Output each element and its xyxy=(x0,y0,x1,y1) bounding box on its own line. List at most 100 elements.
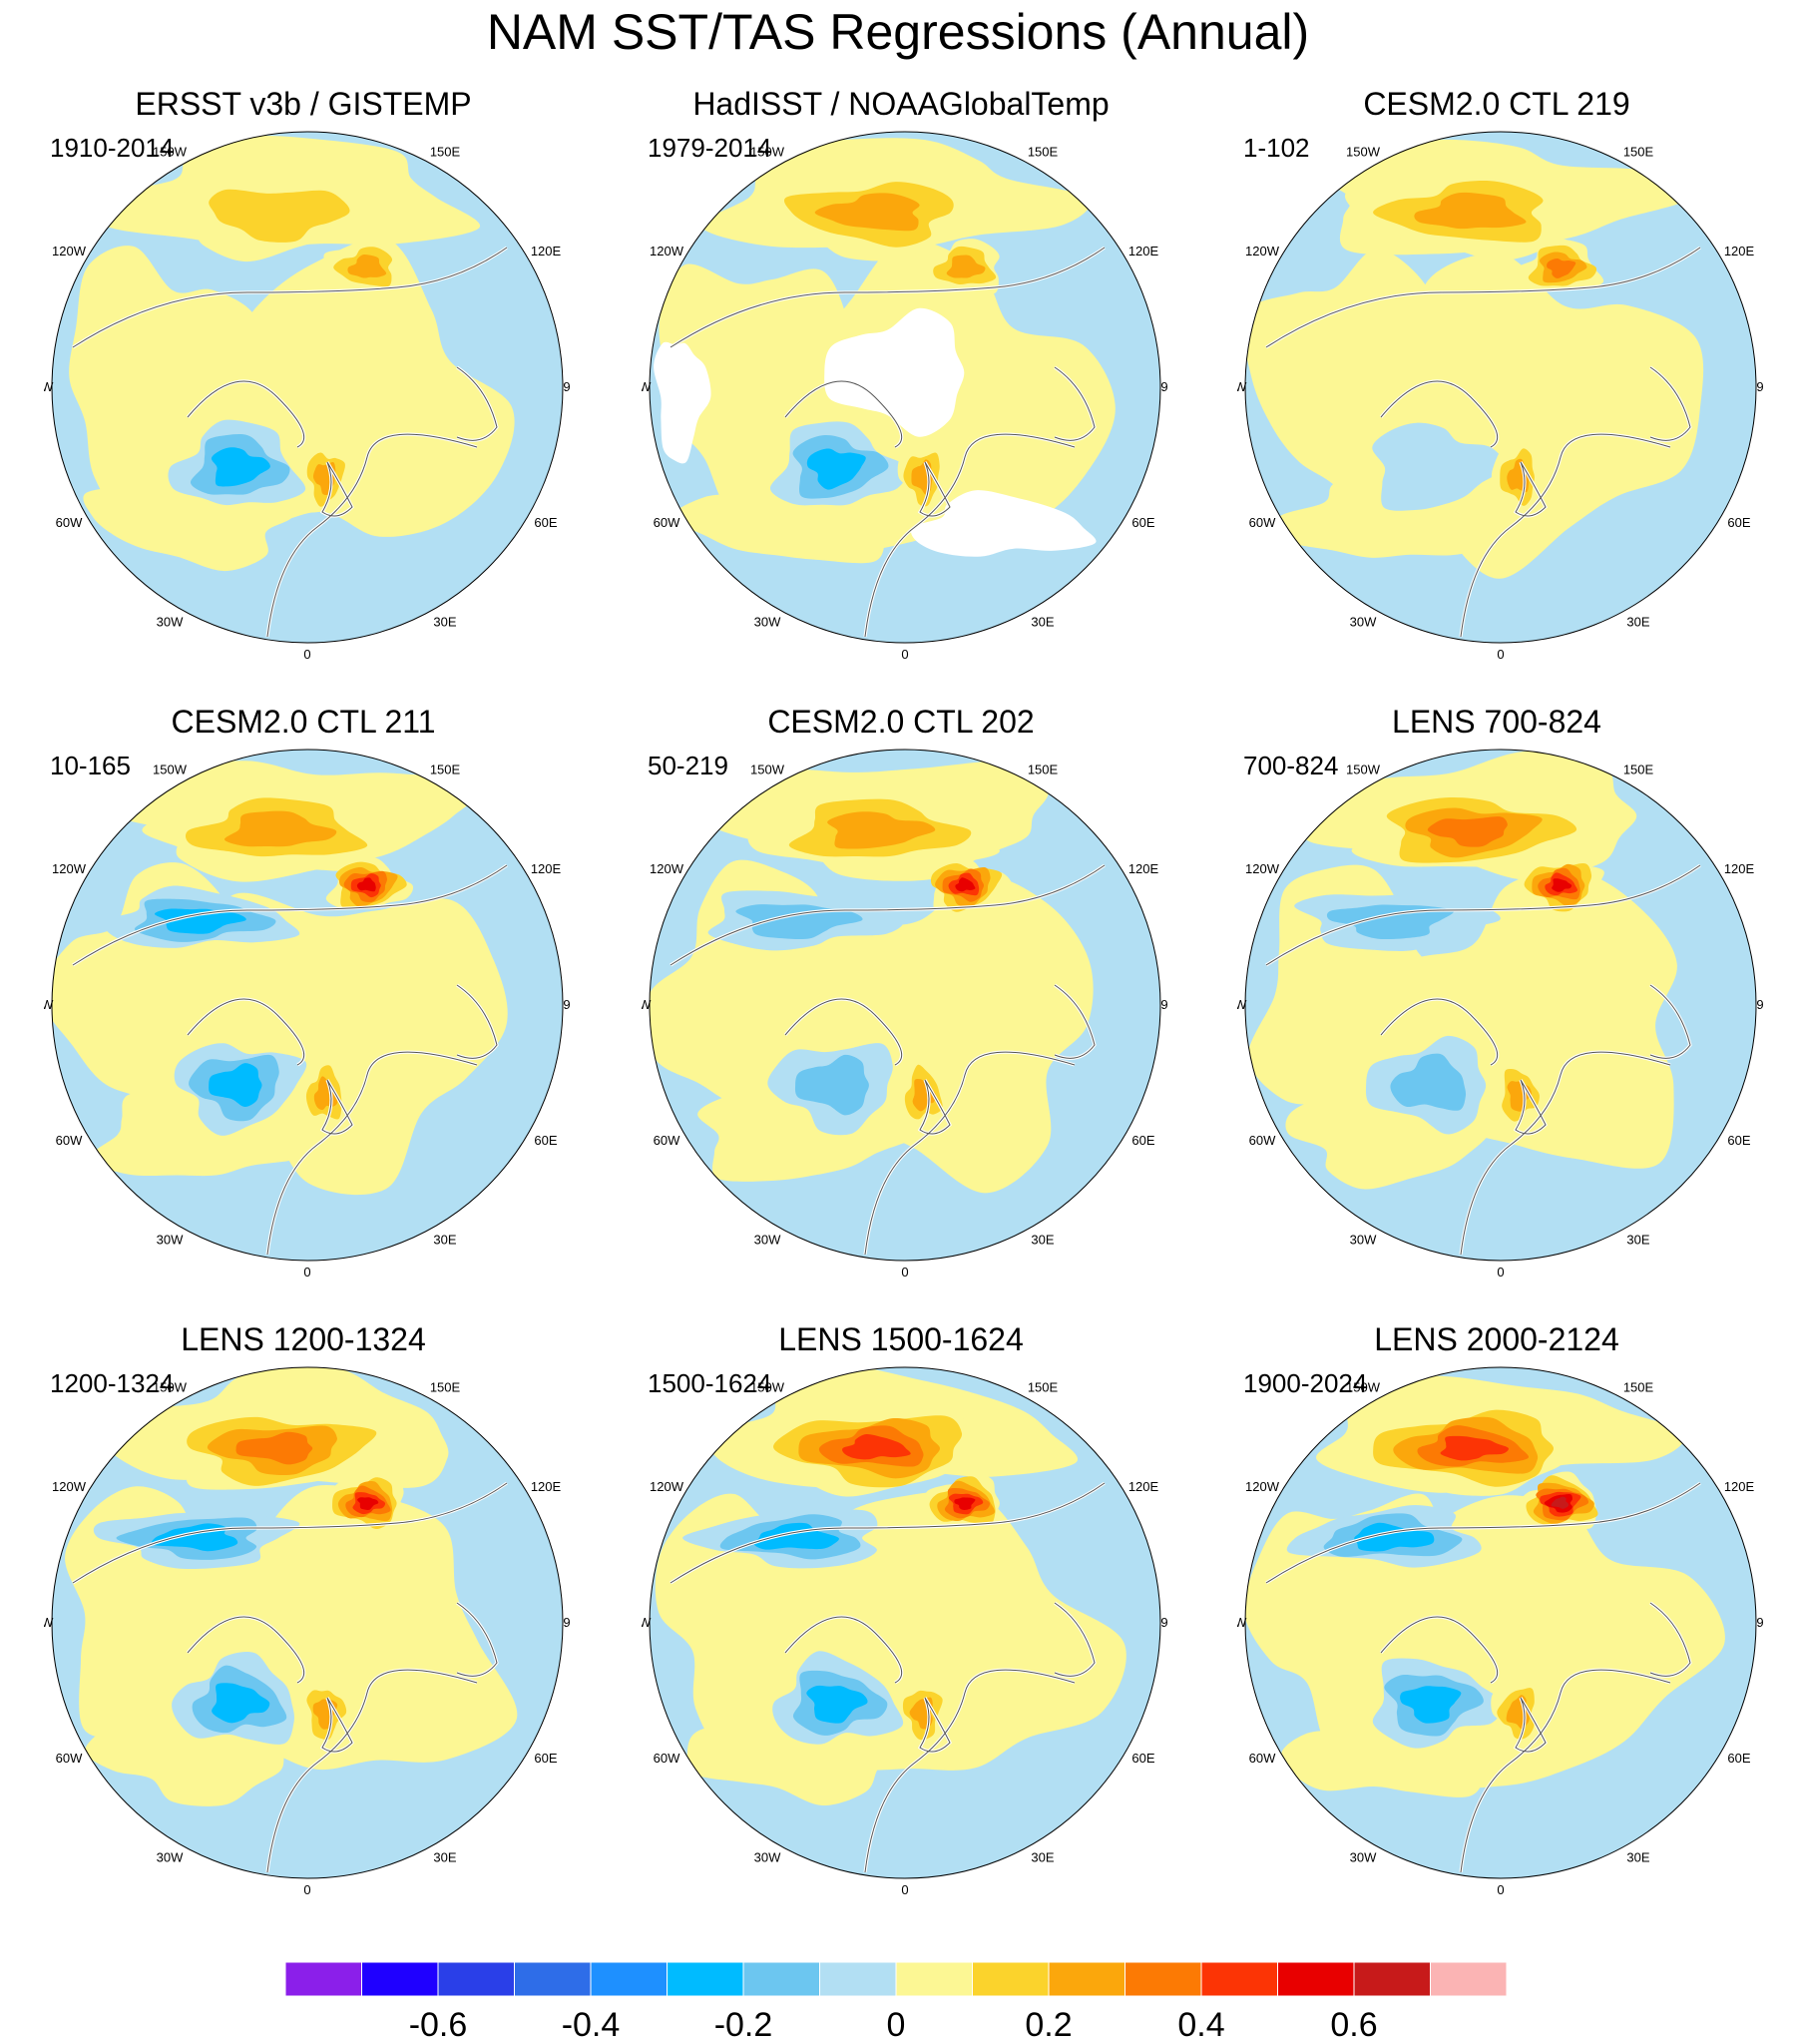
coastline xyxy=(266,433,478,638)
map-panel: HadISST / NOAAGlobalTemp 1979-2014 180 150E… xyxy=(602,84,1200,703)
longitude-label: 150W xyxy=(1346,762,1381,776)
polar-map: 180 150E 120E 90E 60E 30E 0 30W 60W 90W 120W 150W xyxy=(642,742,1168,1279)
longitude-label: 90W xyxy=(642,997,652,1012)
coastline xyxy=(1515,461,1547,517)
atlantic-anomaly-level-3 xyxy=(212,1683,270,1724)
north-america-warm-region xyxy=(659,263,857,523)
longitude-label: 150W xyxy=(153,762,188,776)
longitude-label: 180 xyxy=(894,1359,916,1362)
coastline xyxy=(670,1482,1106,1584)
longitude-label: 30E xyxy=(1031,615,1054,630)
colorbar-tick-label: -0.4 xyxy=(562,2006,621,2042)
panel-title: ERSST v3b / GISTEMP xyxy=(135,86,472,122)
coastline xyxy=(784,380,903,448)
map-panel: CESM2.0 CTL 219 1-102 180 150E 120E 90E 60E 30E… xyxy=(1197,84,1796,703)
panel-period: 1200-1324 xyxy=(50,1368,175,1398)
longitude-label: 120E xyxy=(1724,1479,1755,1494)
colorbar-swatch xyxy=(285,1962,362,1997)
longitude-label: 60W xyxy=(1249,1751,1276,1766)
longitude-label: 30W xyxy=(754,615,781,630)
longitude-label: 60W xyxy=(1249,515,1276,530)
longitude-label: 120W xyxy=(650,861,684,876)
coastline xyxy=(1380,998,1499,1066)
longitude-label: 60E xyxy=(534,1133,557,1148)
longitude-label: 180 xyxy=(894,124,916,127)
missing-data-region xyxy=(910,490,1097,557)
colorbar-swatch xyxy=(1430,1962,1508,1997)
longitude-label: 150E xyxy=(1028,1379,1059,1394)
pacific-anomaly-level-3 xyxy=(224,810,337,847)
colorbar-swatch xyxy=(667,1962,744,1997)
siberia-anomaly-level-6 xyxy=(357,1497,379,1510)
coastline xyxy=(456,1602,498,1677)
map-boundary xyxy=(649,131,1161,644)
colorbar-swatch xyxy=(437,1962,515,1997)
longitude-label: 150W xyxy=(153,144,188,159)
coastline xyxy=(1054,366,1096,441)
longitude-label: 0 xyxy=(901,647,908,662)
longitude-label: 150E xyxy=(430,762,461,776)
longitude-label: 120W xyxy=(52,861,87,876)
panel-period: 50-219 xyxy=(648,751,728,780)
coastline xyxy=(456,366,498,441)
longitude-label: 60W xyxy=(56,1133,83,1148)
longitude-label: 120E xyxy=(1128,1479,1159,1494)
eurasia-warm-region xyxy=(1400,254,1704,579)
longitude-label: 150E xyxy=(1623,144,1654,159)
longitude-label: 180 xyxy=(296,1359,318,1362)
longitude-label: 60W xyxy=(56,515,83,530)
coastline xyxy=(456,984,498,1059)
longitude-label: 60W xyxy=(654,1133,680,1148)
map-boundary xyxy=(1244,131,1757,644)
pacific-anomaly-level-3 xyxy=(814,193,920,232)
longitude-label: 30W xyxy=(754,1233,781,1248)
siberia-anomaly-level-3 xyxy=(946,255,986,278)
longitude-label: 0 xyxy=(1497,1882,1504,1897)
colorbar-swatch xyxy=(590,1962,668,1997)
coastline xyxy=(1460,433,1671,638)
coastline xyxy=(1265,864,1701,966)
longitude-label: 30W xyxy=(157,1233,184,1248)
panel-period: 1-102 xyxy=(1243,133,1310,163)
polar-map: 180 150E 120E 90E 60E 30E 0 30W 60W 90W 120W 150W xyxy=(44,124,571,662)
colorbar-swatch xyxy=(895,1962,973,1997)
longitude-label: 30E xyxy=(1626,1850,1649,1865)
colorbar-tick-label: 0 xyxy=(887,2006,906,2042)
colorbar-swatch xyxy=(819,1962,897,1997)
panel-period: 700-824 xyxy=(1243,751,1339,780)
longitude-label: 60E xyxy=(1131,515,1154,530)
longitude-label: 90E xyxy=(1756,997,1764,1012)
panel-title: LENS 700-824 xyxy=(1392,704,1601,740)
longitude-label: 0 xyxy=(303,1265,310,1279)
pacific-anomaly-level-5 xyxy=(842,1433,911,1460)
siberia-anomaly-level-6 xyxy=(1552,878,1572,892)
map-panel: CESM2.0 CTL 211 10-165 180 150E 120E 90E 60E 30… xyxy=(4,702,603,1320)
longitude-label: 150E xyxy=(1028,144,1059,159)
coastline xyxy=(1054,984,1096,1059)
polar-map: 180 150E 120E 90E 60E 30E 0 30W 60W 90W 120W 150W xyxy=(1237,742,1764,1279)
colorbar-swatch xyxy=(742,1962,820,1997)
map-boundary xyxy=(1244,1366,1757,1879)
polar-map: 180 150E 120E 90E 60E 30E 0 30W 60W 90W 120W 150W xyxy=(642,1359,1168,1897)
pacific-anomaly-level-4 xyxy=(1427,816,1508,847)
atlantic-anomaly-level-3 xyxy=(806,448,866,490)
atlantic-anomaly-level-3 xyxy=(1400,1686,1462,1724)
longitude-label: 180 xyxy=(1490,1359,1512,1362)
colorbar-tick-label: -0.6 xyxy=(409,2006,468,2042)
siberia-anomaly-level-6 xyxy=(955,877,976,892)
longitude-label: 150E xyxy=(430,144,461,159)
longitude-label: 120E xyxy=(1128,244,1159,258)
longitude-label: 150W xyxy=(750,762,785,776)
missing-data-region xyxy=(824,307,965,437)
atlantic-anomaly-level-3 xyxy=(806,1685,868,1724)
colorbar-tick-label: 0.6 xyxy=(1330,2006,1377,2042)
colorbar-swatch xyxy=(972,1962,1050,1997)
coastline xyxy=(1649,984,1691,1059)
coastline xyxy=(187,998,305,1066)
longitude-label: 90E xyxy=(563,379,571,394)
atlantic-anomaly-level-2 xyxy=(794,1054,869,1116)
longitude-label: 30E xyxy=(1626,615,1649,630)
atlantic-anomaly-level-3 xyxy=(211,447,270,487)
longitude-label: 120E xyxy=(1724,244,1755,258)
